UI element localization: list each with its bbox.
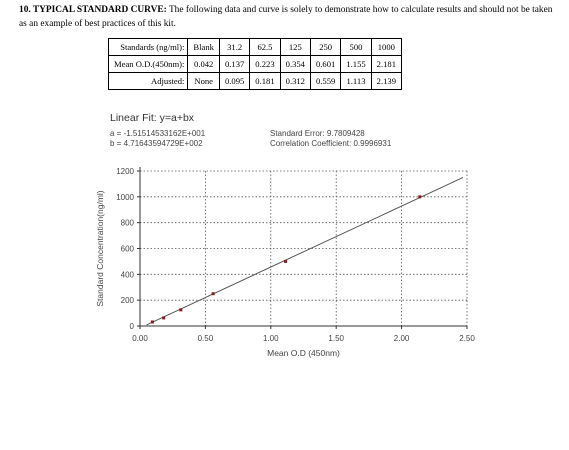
y-tick-label: 1200 bbox=[116, 167, 134, 176]
fit-standard-error: Standard Error: 9.7809428 bbox=[270, 129, 365, 138]
data-point bbox=[162, 316, 166, 320]
table-row: Adjusted: None 0.095 0.181 0.312 0.559 1.113 2.… bbox=[107, 72, 403, 90]
heading-text: The following data and curve is solely t… bbox=[19, 5, 553, 29]
fit-coefficient-a: a = -1.51514533162E+001 bbox=[110, 129, 206, 138]
data-point bbox=[150, 320, 154, 324]
data-point bbox=[179, 308, 183, 312]
table-cell: 0.312 bbox=[279, 72, 311, 90]
y-tick-label: 200 bbox=[121, 296, 135, 305]
standards-table: Standards (ng/ml): Blank 31.2 62.5 125 250 500… bbox=[107, 38, 403, 90]
data-point bbox=[418, 195, 422, 199]
x-tick-label: 0.50 bbox=[198, 334, 214, 343]
table-cell: 0.181 bbox=[249, 72, 281, 90]
fit-line bbox=[146, 177, 464, 326]
row-label: Adjusted: bbox=[107, 72, 189, 90]
x-tick-label: 1.50 bbox=[328, 334, 344, 343]
data-point bbox=[211, 292, 215, 296]
y-tick-label: 800 bbox=[121, 219, 135, 228]
section-heading: 10. TYPICAL STANDARD CURVE: The followin… bbox=[19, 4, 559, 31]
fit-correlation: Correlation Coefficient: 0.9996931 bbox=[270, 139, 392, 148]
x-tick-label: 2.50 bbox=[459, 334, 475, 343]
y-tick-label: 1000 bbox=[116, 193, 134, 202]
table-row: Mean O.D.(450nm): 0.042 0.137 0.223 0.354 0.6… bbox=[107, 55, 403, 73]
table-cell: 1.113 bbox=[340, 72, 372, 90]
table-cell: 125 bbox=[279, 38, 311, 56]
y-tick-label: 0 bbox=[130, 322, 135, 331]
fit-coefficient-b: b = 4.71643594729E+002 bbox=[110, 139, 203, 148]
heading-title: 10. TYPICAL STANDARD CURVE: bbox=[19, 5, 167, 15]
y-axis-label: Standard Concentration(ng/ml) bbox=[95, 190, 105, 306]
table-cell: 0.559 bbox=[309, 72, 342, 90]
x-axis-label: Mean O.D (450nm) bbox=[267, 348, 340, 358]
fit-title: Linear Fit: y=a+bx bbox=[110, 112, 195, 124]
y-tick-label: 400 bbox=[121, 270, 135, 279]
y-tick-label: 600 bbox=[121, 245, 135, 254]
data-point bbox=[284, 259, 288, 263]
table-cell: 250 bbox=[309, 38, 342, 56]
x-tick-label: 0.00 bbox=[132, 334, 148, 343]
table-cell: 2.139 bbox=[370, 72, 403, 90]
x-tick-label: 2.00 bbox=[394, 334, 410, 343]
x-tick-label: 1.00 bbox=[263, 334, 279, 343]
